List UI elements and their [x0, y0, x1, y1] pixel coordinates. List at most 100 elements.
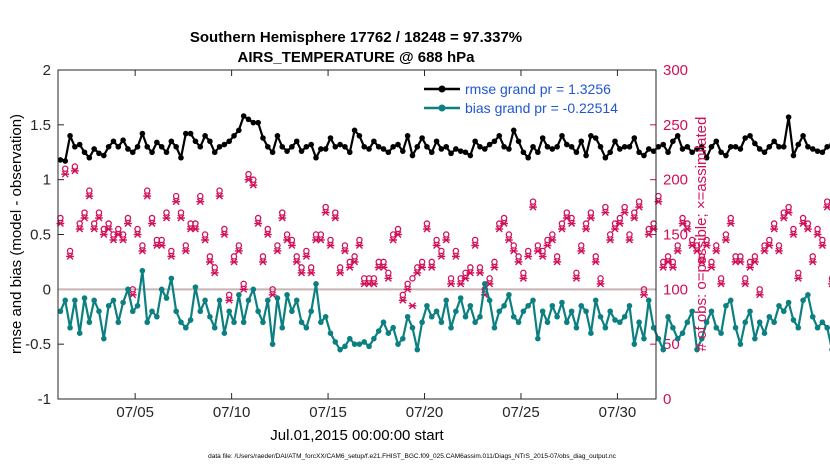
obs-assimilated-point: [804, 225, 812, 233]
bias-point: [260, 319, 266, 326]
bias-point: [501, 302, 507, 309]
rmse-point: [612, 138, 618, 145]
obs-count-markers: [56, 163, 830, 310]
bias-point: [438, 319, 445, 326]
bias-point: [62, 297, 69, 304]
bias-point: [293, 297, 300, 304]
rmse-point: [496, 133, 503, 139]
obs-possible-point: [741, 275, 749, 282]
bias-point: [371, 335, 377, 342]
bias-point: [163, 295, 170, 301]
obs-assimilated-point: [307, 269, 316, 277]
obs-possible-point: [795, 269, 802, 277]
obs-possible-point: [351, 253, 358, 260]
obs-assimilated-point: [143, 192, 152, 200]
bias-point: [404, 313, 411, 320]
obs-assimilated-point: [813, 231, 822, 238]
rmse-point: [655, 143, 662, 150]
x-tick-label: 07/30: [599, 404, 637, 421]
bias-point: [559, 299, 565, 306]
obs-possible-point: [201, 231, 209, 238]
obs-possible-point: [399, 291, 407, 299]
bias-point: [535, 335, 541, 342]
bias-point: [737, 341, 744, 347]
rmse-point: [342, 143, 348, 150]
rmse-point: [120, 137, 126, 143]
bias-point: [670, 324, 676, 331]
obs-assimilated-point: [427, 263, 436, 271]
rmse-point: [380, 146, 387, 152]
rmse-point: [226, 138, 233, 145]
obs-assimilated-point: [249, 181, 258, 189]
bias-point: [289, 308, 295, 315]
obs-assimilated-point: [172, 198, 181, 206]
obs-assimilated-point: [244, 176, 253, 184]
x-tick-label: 07/25: [502, 404, 540, 421]
bias-point: [279, 324, 286, 331]
rmse-point: [501, 143, 507, 150]
obs-possible-point: [66, 247, 74, 255]
rmse-point: [573, 149, 580, 156]
rmse-point: [645, 146, 652, 152]
rmse-point: [67, 133, 73, 139]
rmse-point: [776, 143, 782, 150]
obs-assimilated-point: [789, 231, 798, 238]
obs-assimilated-point: [533, 247, 542, 255]
obs-possible-point: [168, 247, 175, 255]
bias-point: [723, 302, 729, 309]
rmse-point: [785, 114, 792, 120]
bias-point: [303, 324, 310, 331]
rmse-point: [641, 152, 647, 159]
obs-assimilated-point: [741, 280, 750, 288]
obs-assimilated-point: [201, 236, 209, 244]
rmse-point: [366, 146, 372, 152]
rmse-point: [636, 149, 642, 156]
obs-assimilated-point: [423, 225, 431, 233]
obs-possible-point: [491, 258, 498, 266]
obs-possible-point: [597, 275, 604, 282]
bias-point: [216, 297, 223, 304]
bias-point: [563, 319, 570, 326]
rmse-point: [279, 143, 286, 150]
rmse-point: [178, 154, 184, 161]
bias-point: [154, 313, 160, 320]
y-left-tick-label: 1: [43, 172, 51, 189]
obs-possible-point: [134, 225, 141, 233]
obs-assimilated-point: [336, 269, 345, 277]
obs-assimilated-point: [273, 247, 282, 255]
obs-assimilated-point: [119, 236, 128, 244]
obs-assimilated-point: [259, 258, 267, 266]
rmse-point: [453, 146, 459, 152]
obs-possible-point: [452, 247, 460, 255]
rmse-point: [115, 143, 122, 150]
bias-point: [694, 346, 700, 353]
obs-assimilated-point: [292, 258, 301, 266]
obs-possible-point: [751, 253, 759, 260]
obs-possible-point: [592, 253, 599, 260]
obs-assimilated-point: [177, 214, 185, 222]
obs-assimilated-point: [167, 252, 176, 260]
rmse-point: [303, 143, 310, 150]
rmse-point: [554, 143, 560, 150]
obs-possible-point: [621, 203, 628, 211]
rmse-point: [168, 138, 175, 145]
x-tick-label: 07/10: [213, 404, 251, 421]
bias-point: [346, 335, 353, 342]
bias-point: [173, 308, 179, 315]
bias-point: [207, 313, 213, 320]
chart-subtitle: AIRS_TEMPERATURE @ 688 hPa: [238, 49, 476, 66]
obs-assimilated-point: [543, 241, 552, 249]
rmse-point: [289, 143, 295, 150]
obs-assimilated-point: [451, 252, 460, 260]
rmse-point: [390, 143, 396, 150]
y-left-tick-label: 1.5: [30, 117, 51, 134]
obs-assimilated-point: [418, 263, 427, 271]
obs-assimilated-point: [611, 225, 619, 233]
obs-assimilated-point: [644, 231, 653, 238]
legend-rmse-label: rmse grand pr = 1.3256: [465, 81, 611, 97]
obs-assimilated-point: [519, 274, 528, 282]
obs-possible-point: [674, 242, 681, 249]
obs-possible-point: [423, 220, 431, 227]
obs-assimilated-point: [668, 263, 677, 271]
